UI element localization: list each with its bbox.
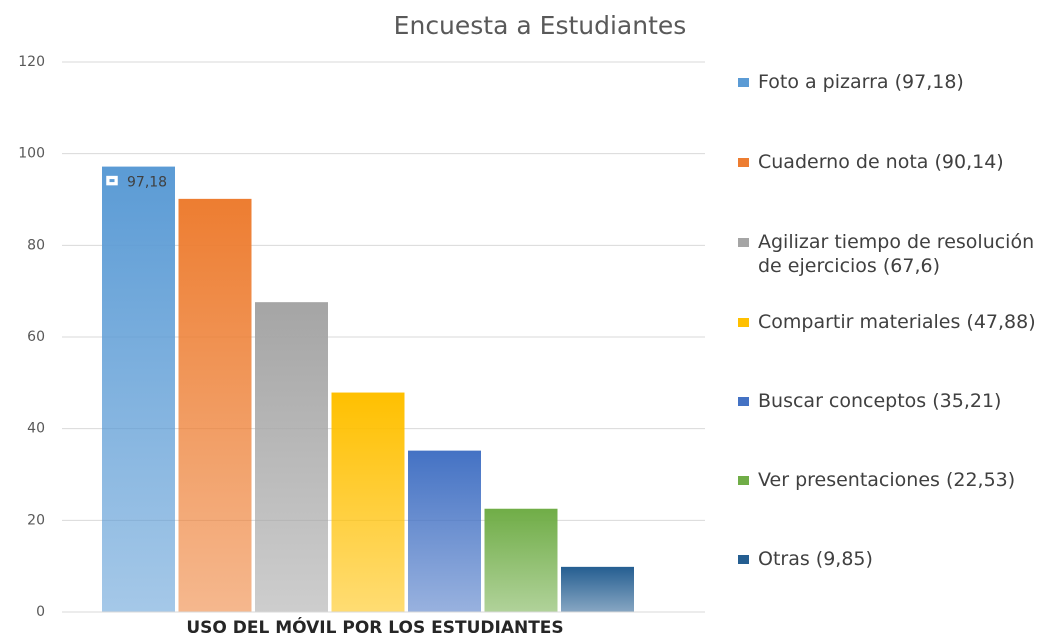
legend-entry: Ver presentaciones (22,53) xyxy=(738,468,1057,492)
y-tick-label: 0 xyxy=(36,604,45,620)
data-label: 97,18 xyxy=(127,175,167,191)
legend-swatch xyxy=(738,78,749,87)
legend-label: Otras (9,85) xyxy=(758,548,873,570)
y-tick-label: 20 xyxy=(27,512,45,528)
legend-label: Ver presentaciones (22,53) xyxy=(758,469,1016,491)
y-tick-label: 60 xyxy=(27,329,45,345)
legend-label: Cuaderno de nota (90,14) xyxy=(758,151,1004,173)
bar xyxy=(255,302,328,612)
legend-swatch xyxy=(738,476,749,485)
legend-entry: Otras (9,85) xyxy=(738,547,1057,571)
chart-title: Encuesta a Estudiantes xyxy=(394,11,687,40)
legend-entry: Foto a pizarra (97,18) xyxy=(738,70,1057,94)
bar xyxy=(102,166,175,612)
legend-swatch xyxy=(738,397,749,406)
legend-entry: Agilizar tiempo de resolución de ejercic… xyxy=(738,230,1057,278)
y-tick-label: 40 xyxy=(27,421,45,437)
data-label-marker-inner xyxy=(109,179,115,183)
legend-swatch xyxy=(738,318,749,327)
legend-swatch xyxy=(738,555,749,564)
legend-swatch xyxy=(738,238,749,247)
bar xyxy=(408,450,481,612)
y-tick-label: 120 xyxy=(18,54,45,70)
legend-entry: Buscar conceptos (35,21) xyxy=(738,389,1057,413)
y-tick-label: 100 xyxy=(18,146,45,162)
y-tick-label: 80 xyxy=(27,237,45,253)
legend-label: Compartir materiales (47,88) xyxy=(758,311,1036,333)
legend-label: Buscar conceptos (35,21) xyxy=(758,390,1002,412)
legend-label: Agilizar tiempo de resolución de ejercic… xyxy=(758,231,1035,277)
legend-swatch xyxy=(738,158,749,167)
bar xyxy=(561,566,634,612)
legend-entry: Cuaderno de nota (90,14) xyxy=(738,150,1057,174)
bar xyxy=(331,392,405,612)
legend-label: Foto a pizarra (97,18) xyxy=(758,71,964,93)
legend-entry: Compartir materiales (47,88) xyxy=(738,310,1057,334)
bar xyxy=(484,508,558,612)
bar xyxy=(178,198,252,612)
x-axis-label: USO DEL MÓVIL POR LOS ESTUDIANTES xyxy=(186,616,563,636)
